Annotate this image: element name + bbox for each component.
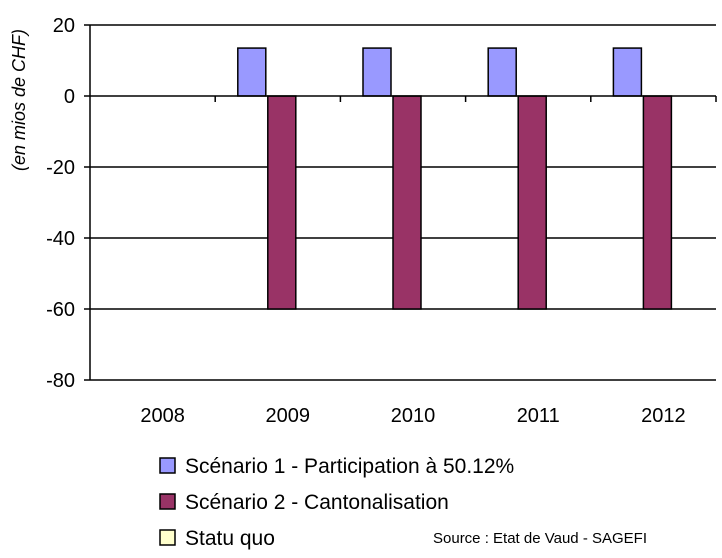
y-tick-label: -20 (46, 157, 75, 179)
legend-swatch (159, 457, 176, 474)
bar-2011-series-1 (487, 47, 517, 97)
x-tick-label: 2012 (641, 405, 686, 427)
y-tick-label: -80 (46, 370, 75, 392)
bar-2009-series-2 (267, 95, 297, 310)
x-tick-label: 2010 (391, 405, 436, 427)
bars (237, 47, 673, 310)
y-tick-labels: 20 0 -20 -40 -60 -80 (46, 15, 75, 392)
x-tick-label: 2008 (140, 405, 185, 427)
bar-2012-series-1 (612, 47, 643, 97)
legend-label: Scénario 1 - Participation à 50.12% (185, 455, 514, 478)
y-axis-label: (en mios de CHF) (9, 29, 29, 171)
axes (89, 25, 717, 381)
bar-2010-series-1 (362, 47, 392, 97)
bar-2012-series-2 (642, 95, 673, 310)
x-tick-labels: 2008 2009 2010 2011 2012 (140, 405, 685, 427)
legend-label: Scénario 2 - Cantonalisation (185, 491, 449, 514)
bar-2010-series-2 (392, 95, 422, 310)
bar-2011-series-2 (517, 95, 547, 310)
x-tick-label: 2011 (517, 405, 560, 427)
legend-swatch (159, 493, 176, 510)
y-tick-label: 0 (64, 86, 75, 108)
y-tick-label: 20 (53, 15, 75, 37)
source-note: Source : Etat de Vaud - SAGEFI (433, 530, 647, 547)
x-tick-label: 2009 (266, 405, 311, 427)
legend: Scénario 1 - Participation à 50.12% Scéna… (159, 455, 514, 550)
y-tick-label: -40 (46, 228, 75, 250)
legend-label: Statu quo (185, 527, 275, 550)
y-tick-label: -60 (46, 299, 75, 321)
bar-2009-series-1 (237, 47, 267, 97)
legend-swatch (159, 529, 176, 546)
